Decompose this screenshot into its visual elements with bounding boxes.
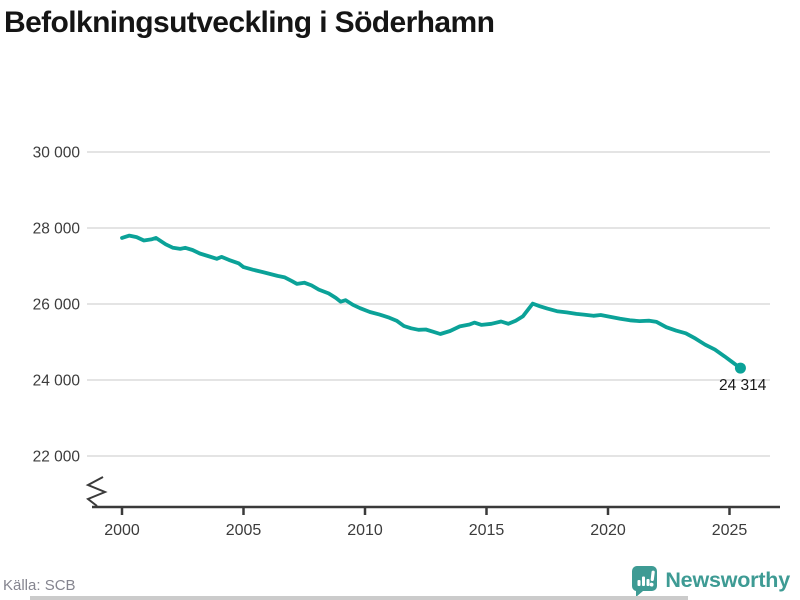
latest-value-label: 24 314 <box>719 377 767 394</box>
latest-value-dot <box>734 362 746 374</box>
y-tick-label: 30 000 <box>33 145 81 162</box>
newsworthy-logo-link[interactable]: Newsworthy <box>631 563 790 597</box>
x-tick-label: 2020 <box>590 522 626 539</box>
newsworthy-wordmark: Newsworthy <box>665 567 790 592</box>
x-tick-label: 2000 <box>104 522 140 539</box>
population-line <box>120 233 743 371</box>
x-tick-label: 2010 <box>347 522 383 539</box>
y-tick-label: 22 000 <box>33 449 81 466</box>
x-tick-label: 2015 <box>469 522 505 539</box>
y-tick-label: 24 000 <box>33 373 81 390</box>
x-tick-label: 2005 <box>226 522 262 539</box>
axis-break-icon <box>85 476 108 507</box>
y-tick-label: 26 000 <box>33 297 81 314</box>
chart-title: Befolkningsutveckling i Söderhamn <box>4 6 495 39</box>
source-note: Källa: SCB <box>3 577 76 594</box>
x-tick-label: 2025 <box>712 522 748 539</box>
bottom-edge-bar <box>30 596 688 600</box>
y-tick-label: 28 000 <box>33 221 81 238</box>
bar-chart-speech-bubble-icon <box>632 566 658 597</box>
